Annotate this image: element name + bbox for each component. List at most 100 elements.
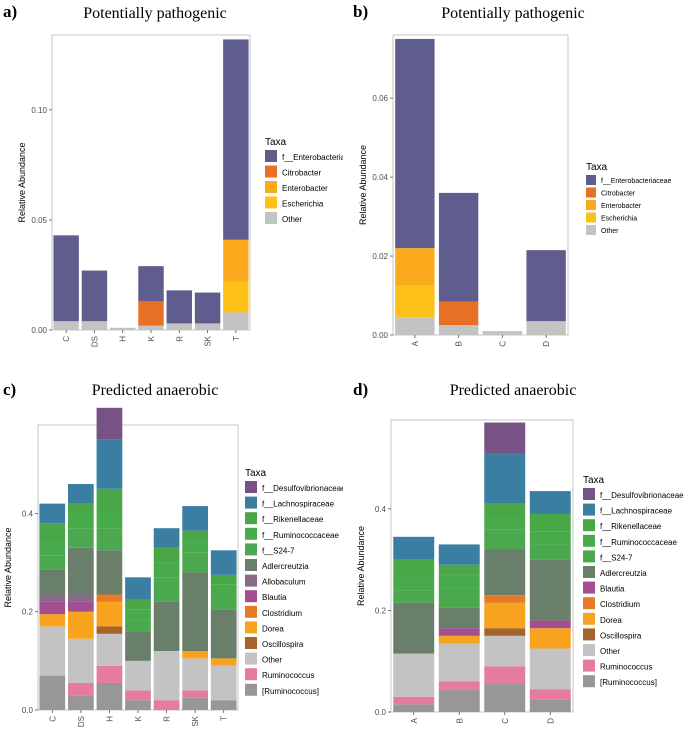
bar-segment [96, 439, 123, 489]
legend-title: Taxa [583, 475, 605, 486]
x-tick-label: H [119, 336, 128, 342]
bar-segment [125, 609, 151, 620]
legend-item-label: [Ruminococcus] [262, 687, 319, 696]
bar-segment [210, 665, 237, 701]
bar-segment [96, 528, 123, 551]
x-tick-label: H [105, 716, 114, 722]
bar-segment [182, 540, 208, 553]
panel-label: a) [3, 2, 18, 21]
bar-segment [223, 239, 249, 282]
legend-swatch [583, 550, 595, 563]
legend-swatch [586, 225, 596, 235]
legend-item-label: Other [262, 656, 282, 665]
x-tick-label: B [455, 718, 464, 723]
bar-segment [393, 559, 435, 578]
legend-swatch [245, 668, 257, 681]
legend-item-label: f__Enterobacteriaceae [282, 153, 343, 162]
bar-segment [138, 325, 164, 330]
bar-segment [39, 614, 66, 627]
legend-title: Taxa [586, 162, 608, 173]
bar-segment [182, 658, 208, 691]
legend-item-label: [Ruminococcus] [600, 678, 657, 687]
bar-segment [526, 250, 566, 322]
bar-segment [153, 562, 180, 578]
bar-segment [182, 651, 208, 659]
bar-segment [125, 631, 151, 661]
legend-item-label: f__Desulfovibrionaceae [600, 491, 684, 500]
legend-item-label: Allobaculum [262, 578, 306, 587]
chart-panel-c: c) Predicted anaerobic 0.0 0.2 0.4 Relative… [0, 370, 343, 736]
bar-segment [438, 643, 480, 682]
chart-title: Predicted anaerobic [449, 382, 577, 399]
legend-swatch [245, 590, 257, 603]
legend-swatch [583, 659, 595, 672]
bar-segment [68, 638, 94, 683]
legend-swatch [245, 574, 257, 587]
bar-segment [223, 312, 249, 330]
legend-swatch [245, 543, 257, 556]
bar-segment [182, 506, 208, 531]
legend-swatch [245, 605, 257, 618]
x-tick-label: C [498, 341, 507, 347]
bar-segment [39, 555, 66, 570]
legend-swatch [265, 181, 277, 193]
bar-segment [438, 607, 480, 629]
bar-segment [125, 577, 151, 600]
panel-label: d) [353, 380, 369, 399]
bar-segment [482, 331, 523, 335]
chart-panel-b: b) Potentially pathogenic 0.00 0.02 0.04 0.… [343, 0, 685, 368]
bar-segment [484, 549, 526, 596]
legend-swatch [265, 165, 277, 178]
x-tick-label: C [501, 718, 510, 724]
bar-segment [194, 292, 221, 324]
bar-segment [96, 488, 123, 511]
bar-segment [529, 648, 571, 690]
bar-segment [438, 681, 480, 690]
bar-segment [153, 651, 180, 701]
bar-segment [438, 301, 479, 326]
y-tick-label: 0.00 [31, 326, 47, 335]
bar-segment [438, 689, 480, 712]
legend-swatch [583, 534, 595, 547]
y-tick-label: 0.05 [31, 216, 47, 225]
legend-swatch [245, 637, 257, 649]
legend-item-label: f__Rikenellaceae [262, 515, 324, 524]
bar-segment [210, 658, 237, 666]
legend-item-label: Clostridium [600, 600, 640, 609]
legend-item-label: Citrobacter [282, 169, 321, 178]
legend-swatch [245, 559, 257, 571]
legend-swatch [583, 644, 595, 656]
legend-item-label: f__Enterobacteriaceae [601, 178, 672, 185]
x-tick-label: T [220, 716, 229, 721]
legend-swatch [265, 150, 277, 162]
bar-segment [96, 665, 123, 683]
bar-segment [96, 601, 123, 627]
legend-item-label: Escherichia [282, 200, 324, 209]
bar-segment [138, 266, 164, 302]
legend-item-label: f__Ruminococcaceae [262, 531, 339, 540]
bar-segment [529, 699, 571, 712]
legend-item-label: Other [600, 647, 620, 656]
y-tick-label: 0.0 [375, 708, 387, 717]
bar-segment [68, 547, 94, 595]
bar-segment [182, 572, 208, 652]
bar-segment [194, 323, 221, 330]
bar-segment [96, 594, 123, 602]
chart-svg: 0.0 0.2 0.4 Relative Abundance A B C D Taxa f__De… [356, 419, 684, 724]
bar-segment [395, 248, 435, 286]
bar-segment [438, 544, 480, 565]
bar-segment [529, 531, 571, 545]
bar-segment [125, 690, 151, 701]
x-tick-label: A [411, 340, 420, 346]
bar-segment [438, 628, 480, 636]
legend-item-label: f__Lachnospiraceae [600, 507, 673, 516]
legend-swatch [245, 683, 257, 696]
bar-segment [96, 626, 123, 634]
bar-segment [96, 550, 123, 595]
bar-segment [484, 666, 526, 685]
y-tick-label: 0.02 [372, 252, 388, 261]
legend-swatch [583, 581, 595, 594]
x-tick-label: K [147, 335, 156, 341]
bar-segment [96, 510, 123, 529]
bar-segment [138, 301, 164, 326]
